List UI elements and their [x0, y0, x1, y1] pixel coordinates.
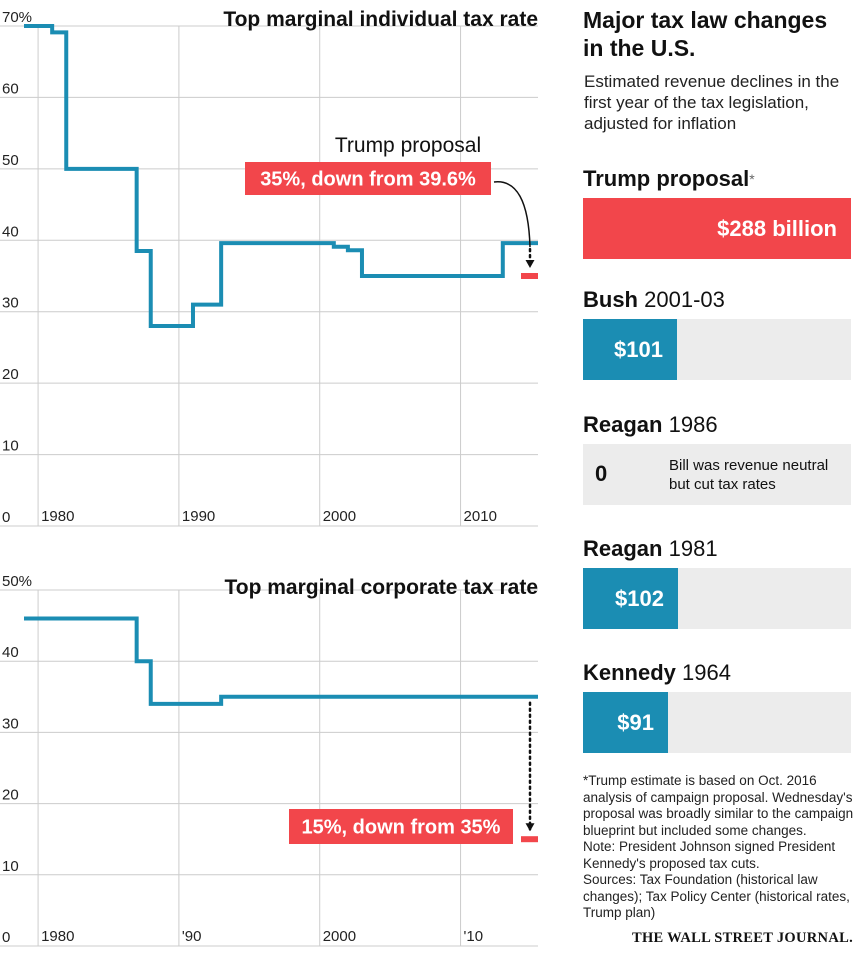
y-tick-label: 40: [2, 223, 19, 240]
y-tick-label: 60: [2, 80, 19, 97]
y-tick-label: 20: [2, 787, 19, 804]
bar-value: 0: [595, 461, 608, 486]
y-tick-label: 50%: [2, 573, 32, 590]
wsj-logo: THE WALL STREET JOURNAL.: [631, 930, 853, 946]
trump-proposal-label: Trump proposal: [335, 134, 481, 157]
x-tick-label: 1980: [41, 928, 74, 945]
law-year: 1964: [682, 660, 731, 685]
bar-fill: $101: [583, 319, 677, 380]
footnotes: *Trump estimate is based on Oct. 2016 an…: [583, 773, 855, 922]
bar-track: $102: [583, 568, 851, 629]
chart-title: Top marginal individual tax rate: [223, 8, 538, 31]
panel-subtitle: Estimated revenue declines in the first …: [584, 72, 840, 133]
bar-fill: $288 billion: [583, 198, 851, 259]
bar-value: $288 billion: [717, 215, 837, 241]
series-line: [24, 24, 538, 328]
law-name: Trump proposal: [583, 166, 750, 191]
y-tick-label: 50: [2, 152, 19, 169]
connector-line: [493, 181, 531, 248]
callout-box: [245, 162, 491, 195]
chart-title: Top marginal corporate tax rate: [224, 576, 538, 599]
law-label: Reagan 1981: [583, 536, 851, 562]
bar-value: $91: [617, 709, 654, 735]
x-tick-label: 2010: [464, 508, 497, 525]
johnson-note: Note: President Johnson signed President…: [583, 839, 836, 871]
x-tick-label: '90: [182, 928, 202, 945]
law-reagan-1981: Reagan 1981 $102: [583, 536, 851, 629]
law-bush-2001: Bush 2001-03 $101: [583, 287, 851, 380]
law-year: 1981: [668, 536, 718, 561]
panel-title: Major tax law changes in the U.S.: [583, 7, 828, 61]
revenue-neutral-note: Bill was revenue neutral but cut tax rat…: [669, 457, 829, 493]
x-tick-label: 1990: [182, 508, 215, 525]
law-label: Bush 2001-03: [583, 287, 851, 313]
bar-fill: $91: [583, 692, 668, 753]
asterisk-note: *Trump estimate is based on Oct. 2016 an…: [583, 773, 854, 838]
callout-box: [289, 809, 513, 844]
x-tick-label: '10: [464, 928, 484, 945]
law-name: Reagan: [583, 412, 663, 437]
sources: Sources: Tax Foundation (historical law …: [583, 872, 850, 920]
x-tick-label: 2000: [323, 928, 356, 945]
y-tick-label: 10: [2, 438, 19, 455]
law-label: Kennedy 1964: [583, 660, 851, 686]
law-label: Reagan 1986: [583, 412, 851, 438]
y-tick-label: 30: [2, 715, 19, 732]
y-tick-label: 30: [2, 295, 19, 312]
y-tick-label: 20: [2, 366, 19, 383]
proposed-rate-marker: [521, 836, 538, 843]
bar-track: $288 billion: [583, 198, 851, 259]
bar-track: $101: [583, 319, 851, 380]
individual-rate-chart: 0 10 20 30 40 50 60 70% 1980 1990 2000 2010 Top marg…: [0, 8, 538, 527]
bar-value: $102: [615, 585, 664, 611]
law-year: 2001-03: [644, 287, 725, 312]
y-tick-label: 10: [2, 858, 19, 875]
law-name: Bush: [583, 287, 638, 312]
law-reagan-1986: Reagan 1986 0 Bill was revenue neutral b…: [583, 412, 851, 505]
y-tick-label: 0: [2, 509, 10, 526]
law-name: Reagan: [583, 536, 663, 561]
law-name: Kennedy: [583, 660, 676, 685]
callout-text: 15%, down from 35%: [302, 817, 501, 839]
callout-text: 35%, down from 39.6%: [260, 169, 476, 191]
x-tick-label: 2000: [323, 508, 356, 525]
law-label: Trump proposal*: [583, 166, 851, 192]
asterisk: *: [749, 171, 755, 187]
proposed-rate-marker: [521, 273, 538, 279]
series-line: [24, 616, 538, 706]
y-tick-label: 70%: [2, 9, 32, 26]
bar-track: 0 Bill was revenue neutral but cut tax r…: [583, 444, 851, 505]
law-kennedy-1964: Kennedy 1964 $91: [583, 660, 851, 753]
bar-track: $91: [583, 692, 851, 753]
corporate-rate-chart: 0 10 20 30 40 50% 1980 '90 2000 '10 Top marginal c…: [0, 573, 538, 947]
law-trump: Trump proposal* $288 billion: [583, 166, 851, 259]
x-tick-label: 1980: [41, 508, 74, 525]
bar-fill: $102: [583, 568, 678, 629]
bar-value: $101: [614, 336, 663, 362]
y-tick-label: 40: [2, 644, 19, 661]
law-year: 1986: [668, 412, 718, 437]
y-tick-label: 0: [2, 929, 10, 946]
